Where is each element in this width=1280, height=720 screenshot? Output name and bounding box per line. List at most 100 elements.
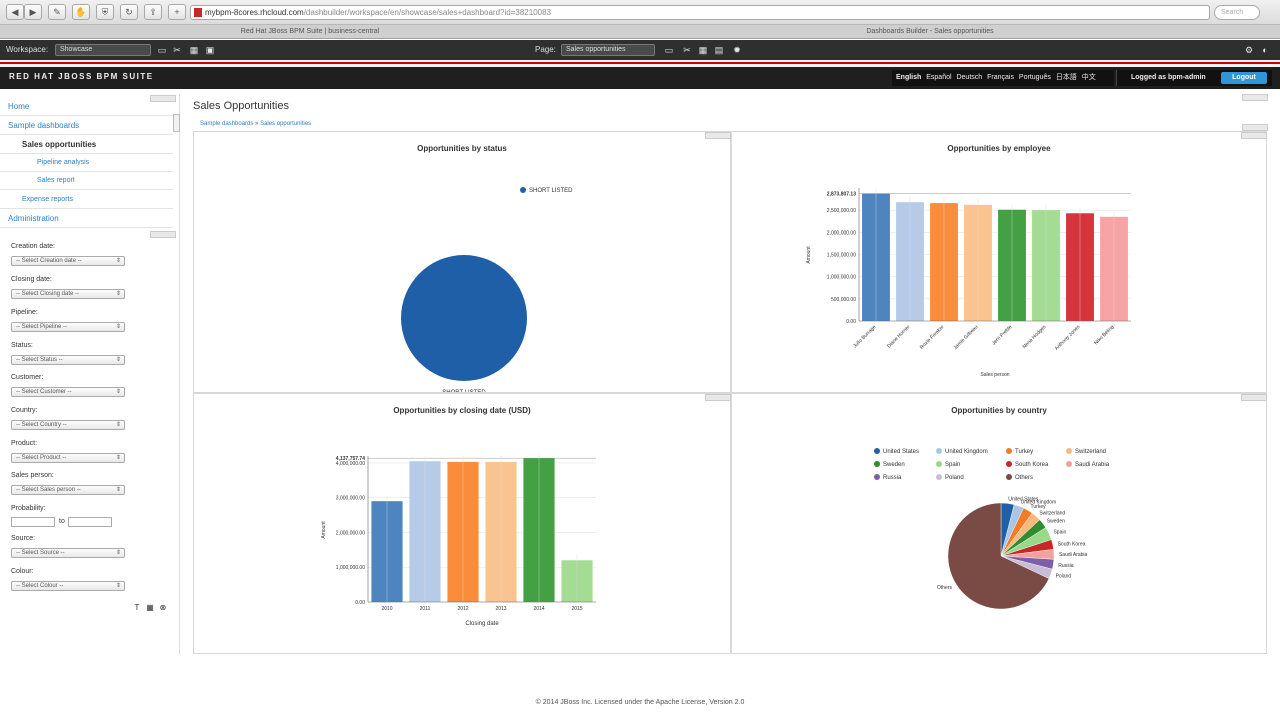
customer-select[interactable]: -- Select Customer -- ⇕: [11, 387, 125, 397]
pie-slice-label: Switzerland: [1039, 510, 1065, 516]
url-host: mybpm-8cores.rhcloud.com: [205, 8, 304, 17]
reload-icon[interactable]: ↻: [120, 4, 138, 20]
panel-handle[interactable]: [1242, 124, 1268, 131]
panel-handle[interactable]: [1242, 94, 1268, 101]
pie-slice-others[interactable]: [947, 502, 1050, 610]
forward-icon[interactable]: ▶: [24, 4, 42, 20]
tools-icon[interactable]: ✎: [48, 4, 66, 20]
chevron-down-icon: ⇕: [115, 357, 121, 363]
select-value: -- Select Source --: [16, 550, 65, 556]
legend-label: Spain: [945, 462, 960, 468]
grid-icon[interactable]: ▦: [189, 45, 199, 55]
nav-item-administration[interactable]: Administration: [0, 209, 173, 228]
new-tab-icon[interactable]: +: [168, 4, 186, 20]
x-tick-label: 2011: [420, 606, 431, 612]
sidebar-scrollbar[interactable]: [173, 114, 180, 132]
app-header: RED HAT JBOSS BPM SUITE English Español …: [0, 67, 1280, 89]
grid-icon[interactable]: ▦: [698, 45, 708, 55]
legend-label: Saudi Arabia: [1075, 462, 1110, 468]
legend-label: Sweden: [883, 462, 905, 468]
refresh-icon[interactable]: ⊗: [159, 603, 167, 612]
breadcrumb-sample-dashboards[interactable]: Sample dashboards: [200, 121, 254, 127]
probability-to-input[interactable]: [68, 517, 112, 527]
share-icon[interactable]: ⇪: [144, 4, 162, 20]
lang-japanese[interactable]: 日本語: [1055, 74, 1077, 81]
lang-deutsch[interactable]: Deutsch: [956, 74, 983, 81]
filter-label-status: Status:: [11, 342, 33, 349]
sidebar: Home Sample dashboards Sales opportuniti…: [0, 94, 180, 654]
filter-label-closing-date: Closing date:: [11, 276, 52, 283]
pie-slice-label: United States: [1008, 496, 1039, 502]
nav-item-sample-dashboards[interactable]: Sample dashboards: [0, 116, 173, 135]
extension-icon[interactable]: ✋: [72, 4, 90, 20]
panel-handle[interactable]: [150, 95, 176, 102]
colour-select[interactable]: -- Select Colour -- ⇕: [11, 581, 125, 591]
page-select[interactable]: Sales opportunities: [561, 44, 655, 56]
y-tick-label: 4,000,000.00: [336, 461, 365, 467]
panel-handle[interactable]: [1241, 132, 1267, 139]
panel-handle[interactable]: [705, 132, 731, 139]
pie-slice-short-listed[interactable]: [401, 255, 527, 381]
lang-francais[interactable]: Français: [987, 74, 1014, 81]
filter-label-probability: Probability:: [11, 505, 46, 512]
settings-icon[interactable]: ⚙: [1244, 45, 1254, 55]
new-page-icon[interactable]: ▭: [664, 45, 674, 55]
product-select[interactable]: -- Select Product -- ⇕: [11, 453, 125, 463]
lang-chinese[interactable]: 中文: [1081, 74, 1096, 81]
url-path: /dashbuilder/workspace/en/showcase/sales…: [303, 8, 551, 17]
legend-swatch: [1006, 448, 1012, 454]
browser-tab-business-central[interactable]: Red Hat JBoss BPM Suite | business-centr…: [240, 28, 380, 35]
address-bar[interactable]: mybpm-8cores.rhcloud.com/dashbuilder/wor…: [190, 5, 1210, 20]
nav-item-expense-reports[interactable]: Expense reports: [0, 190, 173, 209]
select-value: -- Select Pipeline --: [16, 324, 68, 330]
country-select[interactable]: -- Select Country -- ⇕: [11, 420, 125, 430]
workspace-select[interactable]: Showcase: [55, 44, 151, 56]
nav-item-home[interactable]: Home: [0, 97, 173, 116]
x-tick-label: Niko Beling: [1093, 324, 1115, 346]
pipeline-select[interactable]: -- Select Pipeline -- ⇕: [11, 322, 125, 332]
nav-item-sales-opportunities[interactable]: Sales opportunities: [0, 135, 173, 154]
legend-swatch: [1006, 461, 1012, 467]
sales-person-select[interactable]: -- Select Sales person -- ⇕: [11, 485, 125, 495]
gear-icon[interactable]: ✹: [733, 45, 741, 55]
legend-label: Switzerland: [1075, 449, 1106, 455]
lang-espanol[interactable]: Español: [926, 74, 952, 81]
x-tick-label: 2015: [571, 606, 582, 612]
tools-icon[interactable]: ✂: [173, 45, 181, 55]
panel-handle[interactable]: [705, 394, 731, 401]
panel-handle[interactable]: [150, 231, 176, 238]
edit-page-icon[interactable]: ✂: [683, 45, 691, 55]
source-select[interactable]: -- Select Source -- ⇕: [11, 548, 125, 558]
lang-portugues[interactable]: Português: [1018, 74, 1051, 81]
pie-slice-label: Russia: [1058, 563, 1074, 569]
chevron-down-icon: ⇕: [115, 455, 121, 461]
filter-icon[interactable]: T: [134, 603, 140, 612]
creation-date-select[interactable]: -- Select Creation date -- ⇕: [11, 256, 125, 266]
save-icon[interactable]: ▣: [205, 45, 215, 55]
lang-english[interactable]: English: [896, 74, 922, 81]
browser-search-input[interactable]: Search: [1214, 5, 1260, 20]
status-select[interactable]: -- Select Status -- ⇕: [11, 355, 125, 365]
x-tick-label: 2013: [495, 606, 506, 612]
pie-slice-label: Poland: [1056, 574, 1072, 580]
browser-tab-dashboards[interactable]: Dashboards Builder - Sales opportunities: [866, 28, 994, 35]
nav-item-sales-report[interactable]: Sales report: [0, 171, 173, 190]
back-icon[interactable]: ◀: [6, 4, 24, 20]
legend-swatch: [936, 461, 942, 467]
logout-button[interactable]: Logout: [1221, 72, 1267, 84]
breadcrumb-sales-opportunities[interactable]: Sales opportunities: [260, 121, 312, 127]
copy-icon[interactable]: ▤: [714, 45, 724, 55]
panel-handle[interactable]: [1241, 394, 1267, 401]
legend-swatch: [874, 448, 880, 454]
power-icon[interactable]: ◐: [1262, 45, 1268, 55]
nav-item-pipeline-analysis[interactable]: Pipeline analysis: [0, 153, 173, 172]
shield-icon[interactable]: ⛨: [96, 4, 114, 20]
closing-date-select[interactable]: -- Select Closing date -- ⇕: [11, 289, 125, 299]
grid-icon[interactable]: ▦: [146, 603, 154, 612]
filter-label-colour: Colour:: [11, 568, 34, 575]
y-axis-title: Amount: [321, 521, 327, 539]
select-value: -- Select Sales person --: [16, 487, 81, 493]
probability-from-input[interactable]: [11, 517, 55, 527]
page-icon[interactable]: ▭: [157, 45, 167, 55]
breadcrumb-separator: »: [255, 121, 259, 127]
